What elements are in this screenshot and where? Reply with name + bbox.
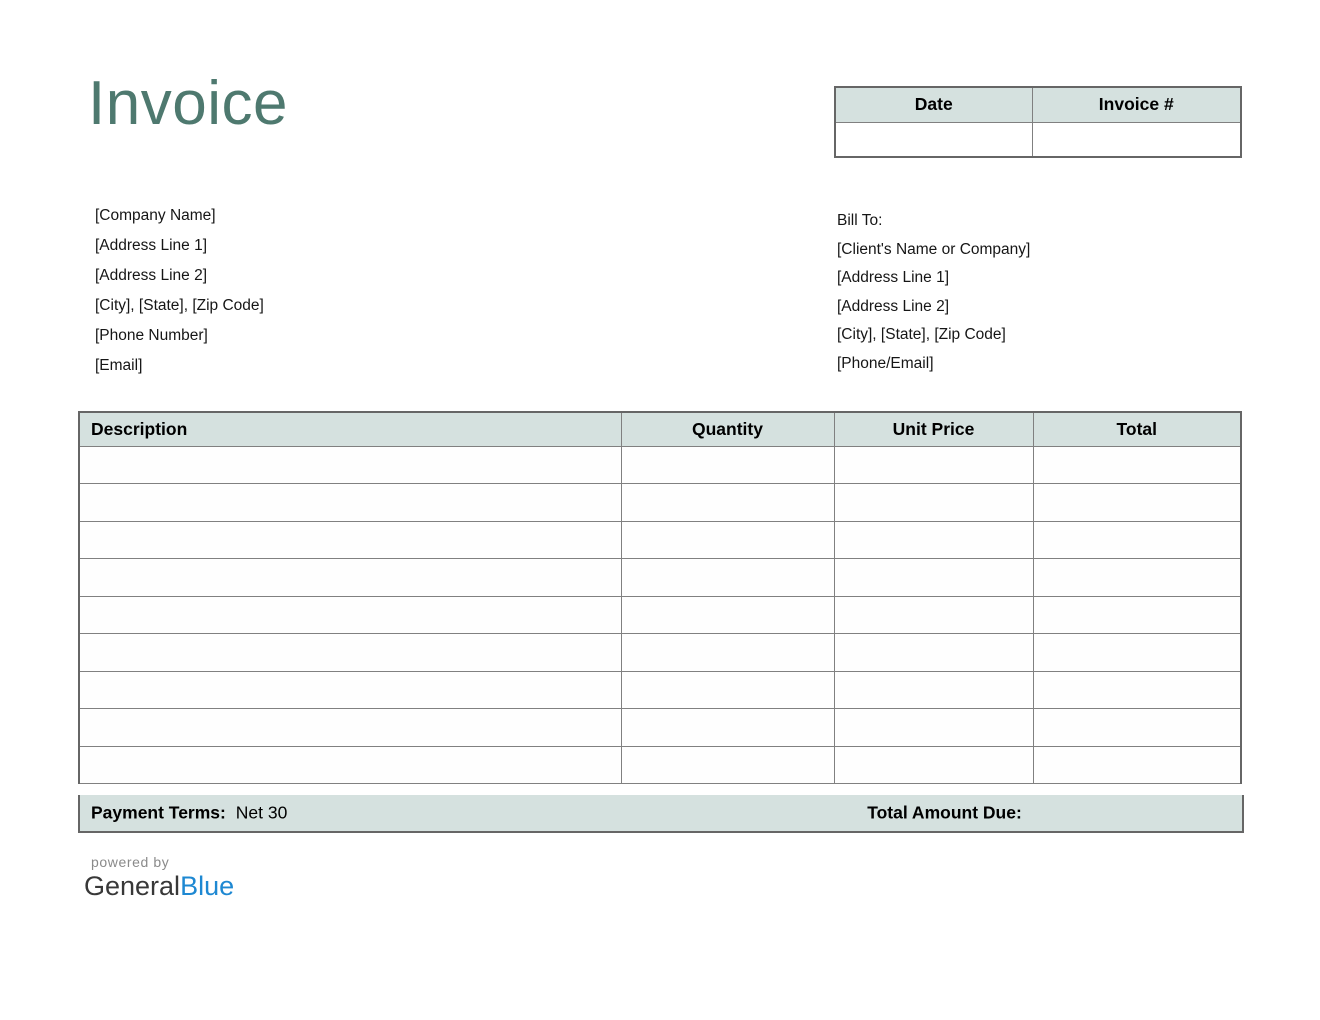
line-item-unit-price-cell[interactable] xyxy=(833,745,1034,784)
line-item-description-cell[interactable] xyxy=(78,670,622,709)
line-item-description-cell[interactable] xyxy=(78,745,622,784)
line-item-total-cell[interactable] xyxy=(1032,633,1242,672)
line-item-row xyxy=(78,558,1242,597)
generalblue-logo: GeneralBlue xyxy=(84,871,234,902)
line-item-unit-price-cell[interactable] xyxy=(833,558,1034,597)
payment-terms-value: Net 30 xyxy=(235,802,288,823)
line-item-total-cell[interactable] xyxy=(1032,445,1242,484)
line-item-total-cell[interactable] xyxy=(1032,520,1242,559)
line-item-description-cell[interactable] xyxy=(78,520,622,559)
line-item-row xyxy=(78,520,1242,559)
line-item-unit-price-cell[interactable] xyxy=(833,520,1034,559)
line-item-quantity-cell[interactable] xyxy=(620,520,835,559)
total-header-cell: Total xyxy=(1032,411,1242,447)
date-table-value-row xyxy=(834,121,1242,158)
date-invoice-table: Date Invoice # xyxy=(834,86,1242,158)
company-name-line: [Company Name] xyxy=(95,207,216,224)
company-phone-line: [Phone Number] xyxy=(95,327,208,344)
bill-to-label: Bill To: xyxy=(837,212,883,229)
line-item-quantity-cell[interactable] xyxy=(620,595,835,634)
date-table-header-row: Date Invoice # xyxy=(834,86,1242,123)
line-item-row xyxy=(78,445,1242,484)
line-item-quantity-cell[interactable] xyxy=(620,745,835,784)
line-item-row xyxy=(78,595,1242,634)
bill-to-section: Bill To: [Client's Name or Company] [Add… xyxy=(837,207,1030,378)
line-item-total-cell[interactable] xyxy=(1032,483,1242,522)
line-item-row xyxy=(78,670,1242,709)
line-item-quantity-cell[interactable] xyxy=(620,558,835,597)
page-title: Invoice xyxy=(88,69,288,138)
description-header-cell: Description xyxy=(78,411,622,447)
quantity-header-cell: Quantity xyxy=(620,411,835,447)
line-items-table: Description Quantity Unit Price Total xyxy=(78,411,1242,784)
date-value-cell[interactable] xyxy=(834,121,1033,158)
line-item-unit-price-cell[interactable] xyxy=(833,708,1034,747)
line-item-description-cell[interactable] xyxy=(78,483,622,522)
line-item-description-cell[interactable] xyxy=(78,595,622,634)
line-item-unit-price-cell[interactable] xyxy=(833,633,1034,672)
line-item-unit-price-cell[interactable] xyxy=(833,670,1034,709)
invoice-number-value-cell[interactable] xyxy=(1031,121,1242,158)
line-item-quantity-cell[interactable] xyxy=(620,483,835,522)
line-items-header-row: Description Quantity Unit Price Total xyxy=(78,411,1242,447)
line-item-total-cell[interactable] xyxy=(1032,670,1242,709)
total-amount-due-label: Total Amount Due: xyxy=(867,802,1022,823)
line-item-description-cell[interactable] xyxy=(78,708,622,747)
company-address-line-1: [Address Line 1] xyxy=(95,237,208,254)
line-item-quantity-cell[interactable] xyxy=(620,445,835,484)
line-item-total-cell[interactable] xyxy=(1032,708,1242,747)
company-email-line: [Email] xyxy=(95,357,143,374)
total-amount-due-value-cell[interactable] xyxy=(1044,795,1242,831)
line-item-row xyxy=(78,483,1242,522)
line-item-unit-price-cell[interactable] xyxy=(833,483,1034,522)
powered-by-text: powered by xyxy=(91,854,170,870)
line-item-row xyxy=(78,633,1242,672)
client-city-state-zip-line: [City], [State], [Zip Code] xyxy=(837,326,1006,343)
line-item-total-cell[interactable] xyxy=(1032,558,1242,597)
client-name-line: [Client's Name or Company] xyxy=(837,240,1031,258)
line-item-total-cell[interactable] xyxy=(1032,595,1242,634)
line-item-quantity-cell[interactable] xyxy=(620,633,835,672)
company-info: [Company Name] [Address Line 1] [Address… xyxy=(95,201,264,381)
invoice-number-header-cell: Invoice # xyxy=(1031,86,1242,123)
line-item-row xyxy=(78,708,1242,747)
line-item-description-cell[interactable] xyxy=(78,558,622,597)
line-item-description-cell[interactable] xyxy=(78,445,622,484)
items-table-footer: Payment Terms: Net 30 Total Amount Due: xyxy=(78,795,1244,833)
logo-blue-text: Blue xyxy=(180,871,235,901)
company-city-state-zip-line: [City], [State], [Zip Code] xyxy=(95,297,264,314)
date-header-cell: Date xyxy=(834,86,1033,123)
line-item-quantity-cell[interactable] xyxy=(620,670,835,709)
line-item-description-cell[interactable] xyxy=(78,633,622,672)
company-address-line-2: [Address Line 2] xyxy=(95,267,208,284)
client-address-line-1: [Address Line 1] xyxy=(837,269,950,286)
payment-terms-label: Payment Terms: xyxy=(91,802,226,823)
client-address-line-2: [Address Line 2] xyxy=(837,297,950,315)
line-item-unit-price-cell[interactable] xyxy=(833,595,1034,634)
line-item-total-cell[interactable] xyxy=(1032,745,1242,784)
line-item-row xyxy=(78,745,1242,784)
line-item-quantity-cell[interactable] xyxy=(620,708,835,747)
payment-terms: Payment Terms: Net 30 xyxy=(91,803,287,824)
line-item-unit-price-cell[interactable] xyxy=(833,445,1034,484)
client-phone-email-line: [Phone/Email] xyxy=(837,354,934,372)
logo-general-text: General xyxy=(84,871,181,901)
unit-price-header-cell: Unit Price xyxy=(833,411,1034,447)
